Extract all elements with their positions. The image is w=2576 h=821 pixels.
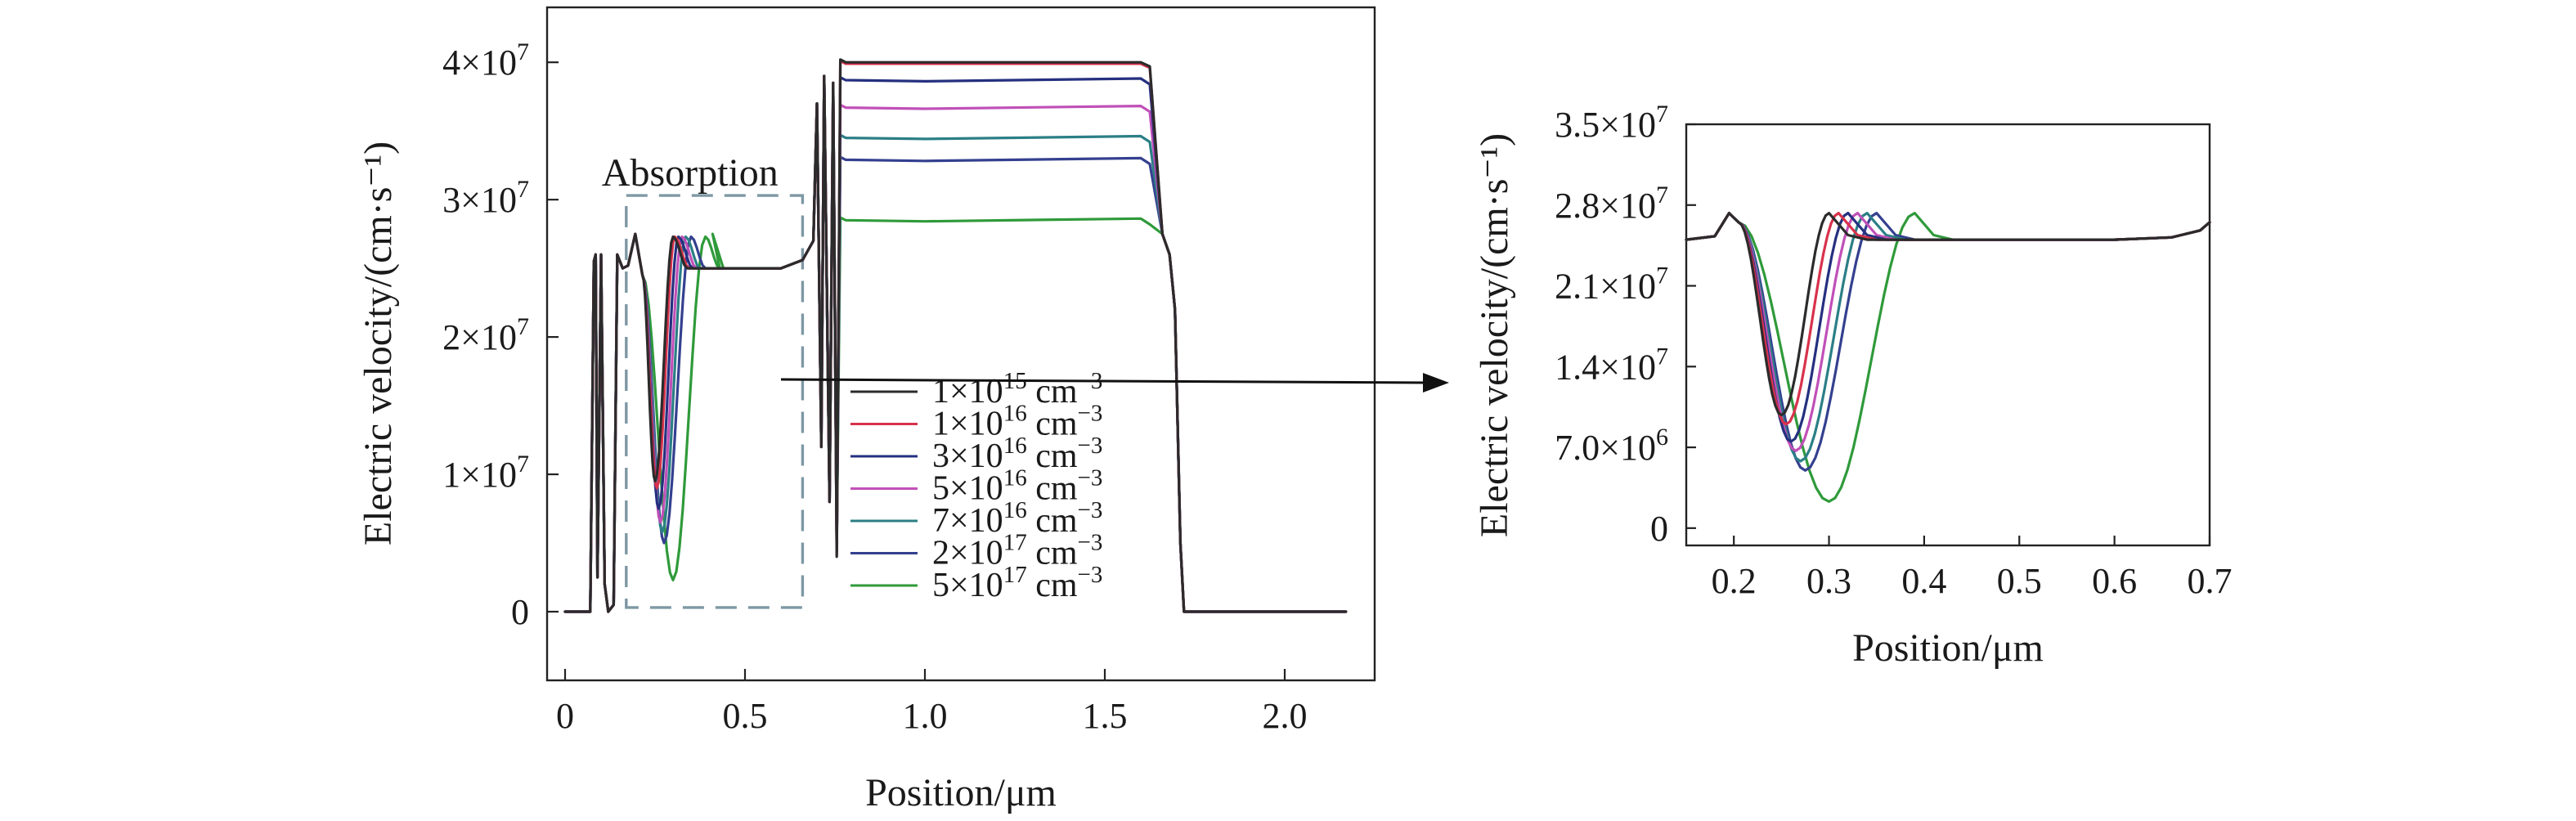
zoom-y-tick-label: 2.1×107 — [1555, 262, 1668, 307]
main-y-axis-label: Electric velocity/(cm·s⁻¹) — [357, 141, 400, 545]
zoom-y-tick-label: 2.8×107 — [1555, 182, 1668, 226]
main-x-tick-label: 2.0 — [1263, 696, 1308, 736]
main-x-tick-label: 0.5 — [723, 696, 768, 736]
main-legend: 1×1015 cm−31×1016 cm−33×1016 cm−35×1016 … — [850, 368, 1102, 604]
main-x-tick-label: 0 — [556, 696, 574, 736]
main-series-line-1 — [563, 58, 1348, 613]
zoom-x-tick-label: 0.5 — [1997, 561, 2042, 601]
zoom-series-line-1 — [1685, 212, 2211, 417]
zoom-series-line-7 — [1685, 212, 2211, 503]
legend-entry-2: 1×1016 cm−3 — [932, 401, 1102, 443]
zoom-series-lines — [1685, 212, 2211, 503]
zoomed-velocity-chart: 0 7.0×106 1.4×107 2.1×107 2.8×107 3.5×107 0.2… — [1473, 101, 2233, 670]
legend-entry-3: 3×1016 cm−3 — [932, 433, 1102, 475]
zoom-x-tick-label: 0.6 — [2092, 561, 2137, 601]
zoom-plot-frame — [1685, 123, 2211, 547]
zoom-y-tick-label: 3.5×107 — [1555, 101, 1668, 145]
legend-entry-7: 5×1017 cm−3 — [932, 562, 1102, 604]
zoom-y-tick-label: 1.4×107 — [1555, 343, 1668, 387]
legend-entry-4: 5×1016 cm−3 — [932, 465, 1102, 508]
zoom-y-axis-label: Electric velocity/(cm·s⁻¹) — [1473, 133, 1516, 537]
legend-entry-6: 2×1017 cm−3 — [932, 530, 1102, 572]
zoom-arrow — [780, 373, 1449, 393]
absorption-label: Absorption — [602, 151, 779, 195]
zoom-x-tick-label: 0.7 — [2188, 561, 2233, 601]
zoom-y-tick-label: 0 — [1650, 509, 1668, 549]
main-x-axis-label: Position/μm — [865, 771, 1057, 814]
main-x-tick-label: 1.5 — [1083, 696, 1128, 736]
zoom-x-tick-label: 0.2 — [1712, 561, 1757, 601]
main-plot-frame — [545, 6, 1376, 682]
main-y-tick-label: 2×107 — [442, 313, 529, 357]
zoom-x-axis-label: Position/μm — [1852, 626, 2044, 670]
main-y-tick-label: 3×107 — [442, 176, 529, 220]
main-x-tick-label: 1.0 — [903, 696, 948, 736]
main-series-lines — [563, 58, 1348, 613]
main-velocity-chart: 0 1×107 2×107 3×107 4×107 0 0.5 1.0 1.5 2.0 Abso… — [357, 6, 1376, 814]
main-y-tick-label: 0 — [511, 592, 529, 632]
zoom-x-tick-label: 0.3 — [1806, 561, 1851, 601]
legend-entry-5: 7×1016 cm−3 — [932, 497, 1102, 540]
zoom-x-tick-label: 0.4 — [1901, 561, 1946, 601]
zoom-y-tick-label: 7.0×106 — [1555, 424, 1668, 468]
main-y-tick-label: 1×107 — [442, 451, 529, 495]
main-y-tick-label: 4×107 — [442, 38, 529, 83]
zoom-series-line-3 — [1685, 212, 2211, 443]
